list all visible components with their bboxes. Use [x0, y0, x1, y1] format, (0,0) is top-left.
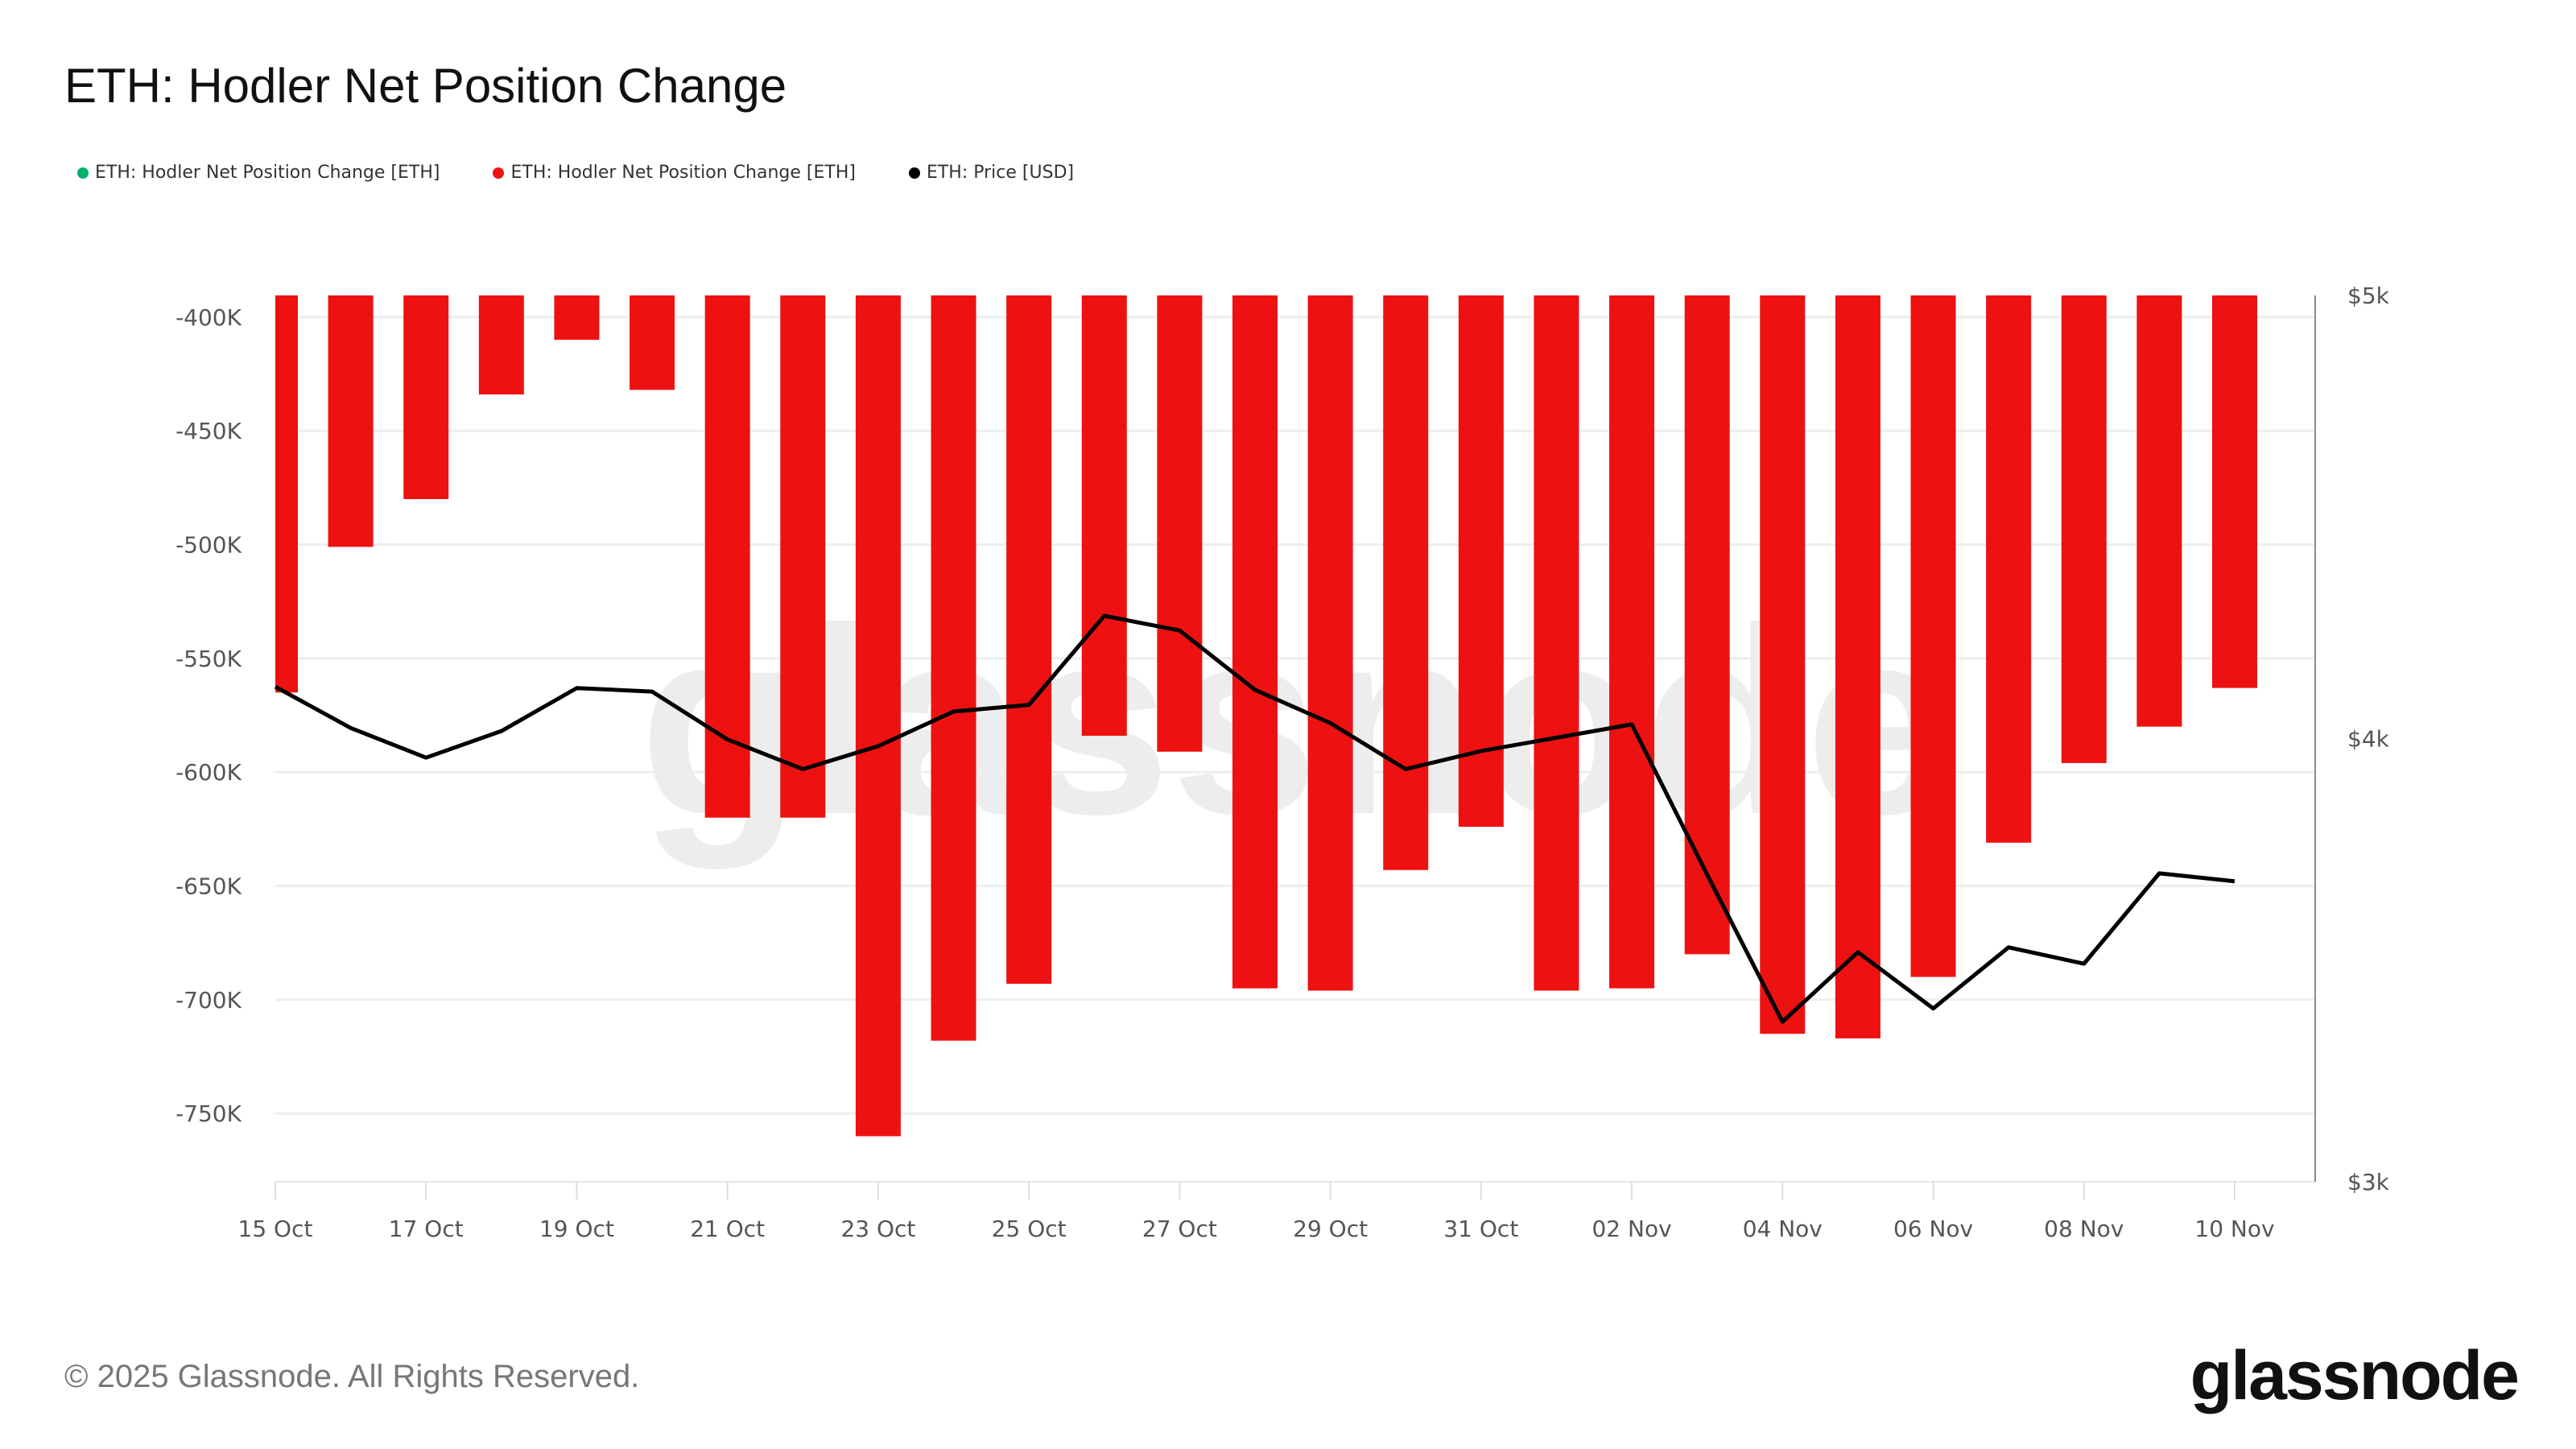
bar	[1609, 295, 1655, 989]
bar	[554, 295, 600, 341]
y-right-tick-label: $4k	[2347, 726, 2390, 753]
bar	[1081, 295, 1127, 736]
bar	[2212, 295, 2257, 688]
y-left-tick-label: -600K	[175, 759, 242, 786]
x-tick-label: 31 Oct	[1443, 1216, 1518, 1242]
x-tick-label: 25 Oct	[992, 1216, 1067, 1242]
x-tick-label: 19 Oct	[539, 1216, 614, 1242]
x-tick-label: 02 Nov	[1591, 1216, 1671, 1242]
x-tick-label: 06 Nov	[1893, 1216, 1973, 1242]
bar	[1307, 295, 1353, 991]
bar	[1006, 295, 1052, 985]
bar	[1684, 295, 1730, 955]
bar	[2061, 295, 2107, 763]
x-tick-label: 04 Nov	[1743, 1216, 1823, 1242]
y-left-tick-label: -700K	[175, 987, 242, 1013]
bar	[1383, 295, 1429, 870]
bar	[2136, 295, 2182, 727]
x-tick-label: 21 Oct	[690, 1216, 765, 1242]
y-left-tick-label: -400K	[175, 304, 242, 331]
x-tick-label: 23 Oct	[840, 1216, 915, 1242]
x-tick-label: 10 Nov	[2194, 1216, 2274, 1242]
bar	[1760, 295, 1806, 1034]
legend-dot-green-icon	[77, 167, 89, 179]
bar	[780, 295, 826, 818]
bar	[1534, 295, 1579, 991]
bar	[328, 295, 374, 547]
legend-dot-red-icon	[493, 167, 505, 179]
bar	[1157, 295, 1203, 752]
bar	[403, 295, 449, 499]
legend-label: ETH: Hodler Net Position Change [ETH]	[510, 163, 856, 183]
x-tick-label: 17 Oct	[389, 1216, 464, 1242]
bar	[1458, 295, 1504, 828]
y-left-tick-label: -450K	[175, 418, 242, 444]
y-right-tick-label: $3k	[2347, 1169, 2390, 1195]
glassnode-logo[interactable]: glassnode	[2190, 1337, 2520, 1414]
legend-label: ETH: Price [USD]	[926, 163, 1075, 183]
legend: ETH: Hodler Net Position Change [ETH] ET…	[77, 163, 1074, 183]
y-left-tick-label: -500K	[175, 532, 242, 559]
x-tick-label: 27 Oct	[1142, 1216, 1217, 1242]
legend-item-positive[interactable]: ETH: Hodler Net Position Change [ETH]	[77, 163, 440, 183]
y-right-tick-label: $5k	[2347, 283, 2390, 309]
bar	[1232, 295, 1278, 989]
y-left-tick-label: -550K	[175, 646, 242, 672]
bar	[275, 295, 298, 693]
bar	[855, 295, 901, 1137]
bar	[1986, 295, 2032, 843]
copyright: © 2025 Glassnode. All Rights Reserved.	[64, 1359, 640, 1394]
x-tick-label: 29 Oct	[1293, 1216, 1368, 1242]
legend-item-negative[interactable]: ETH: Hodler Net Position Change [ETH]	[493, 163, 856, 183]
bar	[1835, 295, 1880, 1038]
bar	[1910, 295, 1956, 977]
chart-title: ETH: Hodler Net Position Change	[64, 59, 787, 113]
bar	[931, 295, 976, 1041]
legend-dot-black-icon	[908, 167, 920, 179]
legend-label: ETH: Hodler Net Position Change [ETH]	[95, 163, 440, 183]
bar	[478, 295, 524, 394]
x-tick-label: 08 Nov	[2044, 1216, 2124, 1242]
x-tick-label: 15 Oct	[238, 1216, 313, 1242]
price-line	[274, 613, 2235, 1024]
legend-item-price[interactable]: ETH: Price [USD]	[908, 163, 1075, 183]
y-left-tick-label: -650K	[175, 873, 242, 900]
y-left-tick-label: -750K	[175, 1100, 242, 1127]
bar	[630, 295, 675, 390]
watermark: glassnode	[639, 572, 1953, 871]
